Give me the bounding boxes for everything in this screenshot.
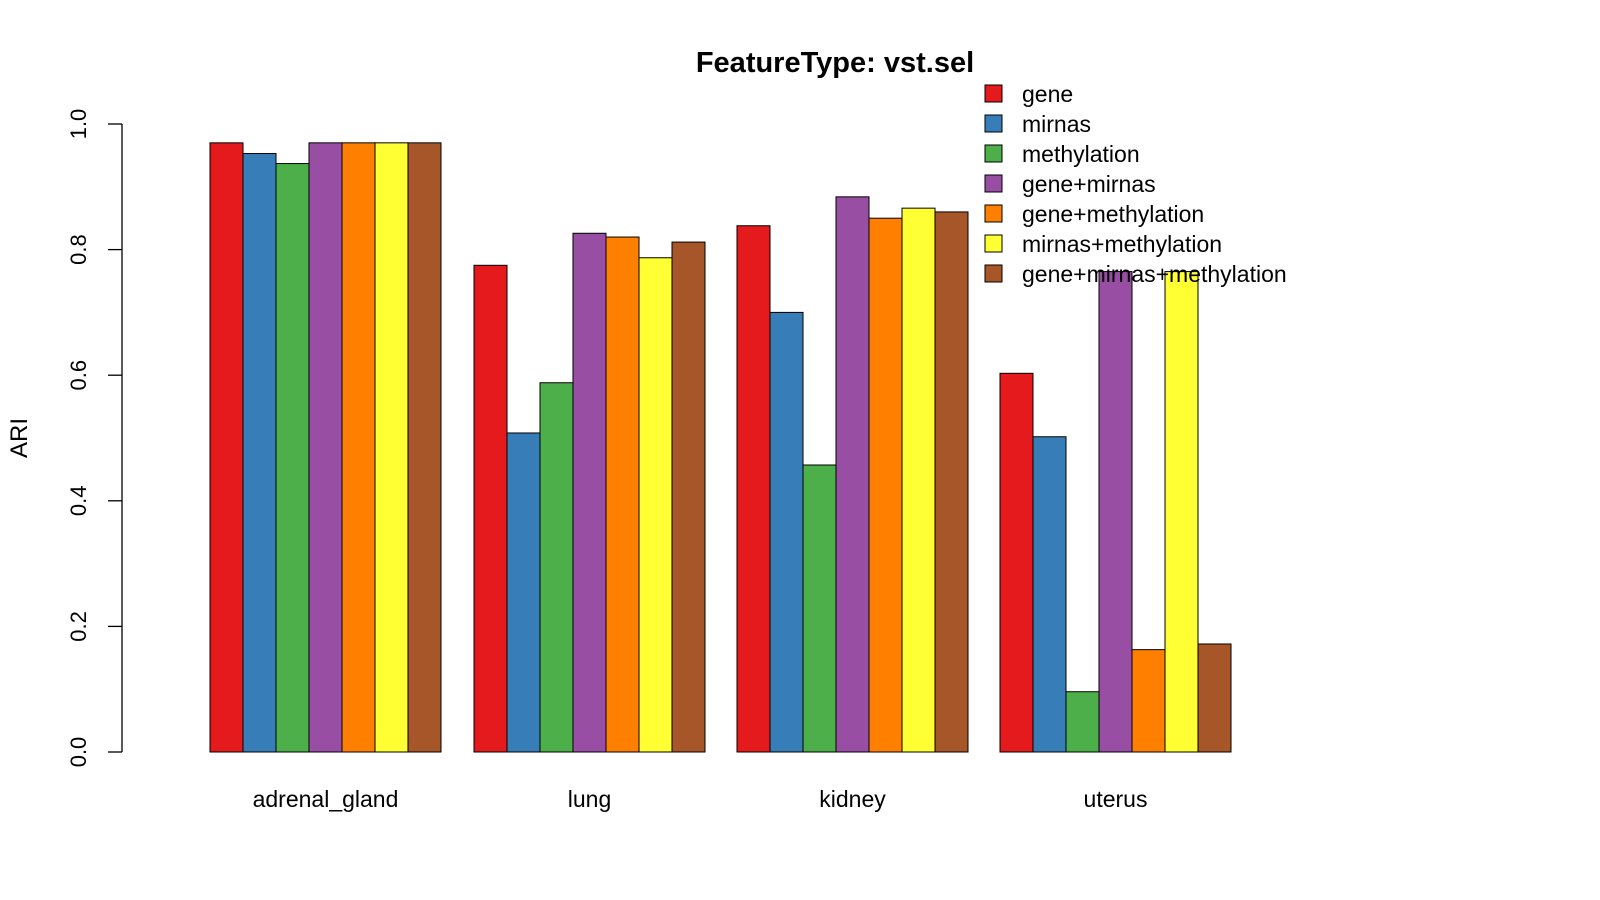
bar-uterus-gene [999,372,1034,753]
category-group-uterus [999,271,1232,753]
x-tick-label: uterus [1084,786,1148,812]
bar-uterus-gene+mirnas [1098,271,1133,753]
legend-swatch [984,174,1003,193]
y-tick-label: 0.2 [66,611,91,642]
bar-adrenal_gland-gene+mirnas [308,142,343,753]
legend-swatch [984,114,1003,133]
legend-swatch [984,144,1003,163]
bar-kidney-mirnas+methylation [901,207,936,753]
y-tick-label: 1.0 [66,109,91,140]
bar-kidney-gene+mirnas+methylation [934,211,969,753]
bar-uterus-gene+mirnas+methylation [1197,643,1232,753]
y-tick-label: 0.6 [66,360,91,391]
bar-lung-gene+methylation [605,236,640,753]
bar-lung-gene+mirnas [572,232,607,753]
legend: gene mirnas methylation gene+mirnas gene+met… [984,81,1287,287]
x-tick-label: adrenal_gland [253,786,399,812]
bar-kidney-gene+mirnas [835,196,870,753]
y-tick-label: 0.4 [66,486,91,517]
bar-uterus-mirnas [1032,436,1067,753]
legend-label: mirnas+methylation [1022,231,1222,257]
x-tick-label: kidney [819,786,886,812]
bar-group [209,142,1232,753]
bar-kidney-gene [736,225,771,753]
chart-title: FeatureType: vst.sel [696,47,974,79]
bar-uterus-gene+methylation [1131,649,1166,753]
bar-uterus-methylation [1065,691,1100,753]
x-axis-labels: adrenal_gland lung kidney uterus [253,786,1148,812]
legend-label: methylation [1022,141,1140,167]
legend-label: gene+methylation [1022,201,1204,227]
y-axis: 0.0 0.2 0.4 0.6 0.8 1.0 [66,109,123,768]
legend-swatch [984,204,1003,223]
bar-uterus-mirnas+methylation [1164,271,1199,753]
y-axis-label: ARI [6,418,33,458]
category-group-adrenal_gland [209,142,442,753]
bar-lung-mirnas [506,432,541,753]
bar-adrenal_gland-gene [209,142,244,753]
bar-kidney-gene+methylation [868,217,903,753]
legend-label: gene+mirnas+methylation [1022,261,1287,287]
legend-swatch [984,234,1003,253]
bar-adrenal_gland-mirnas [242,153,277,753]
legend-label: gene+mirnas [1022,171,1156,197]
bar-kidney-mirnas [769,311,804,753]
legend-swatch [984,264,1003,283]
y-tick-label: 0.0 [66,737,91,768]
bar-lung-gene [473,264,508,753]
bar-lung-mirnas+methylation [638,257,673,753]
legend-label: mirnas [1022,111,1091,137]
legend-swatch [984,84,1003,103]
bar-lung-gene+mirnas+methylation [671,241,706,753]
bar-lung-methylation [539,382,574,753]
category-group-lung [473,232,706,753]
category-group-kidney [736,196,969,753]
bar-adrenal_gland-mirnas+methylation [374,142,409,753]
x-tick-label: lung [568,786,611,812]
bar-kidney-methylation [802,464,837,753]
bar-adrenal_gland-gene+methylation [341,142,376,753]
bar-adrenal_gland-methylation [275,163,310,753]
bar-adrenal_gland-gene+mirnas+methylation [407,142,442,753]
y-tick-label: 0.8 [66,234,91,265]
legend-label: gene [1022,81,1073,107]
